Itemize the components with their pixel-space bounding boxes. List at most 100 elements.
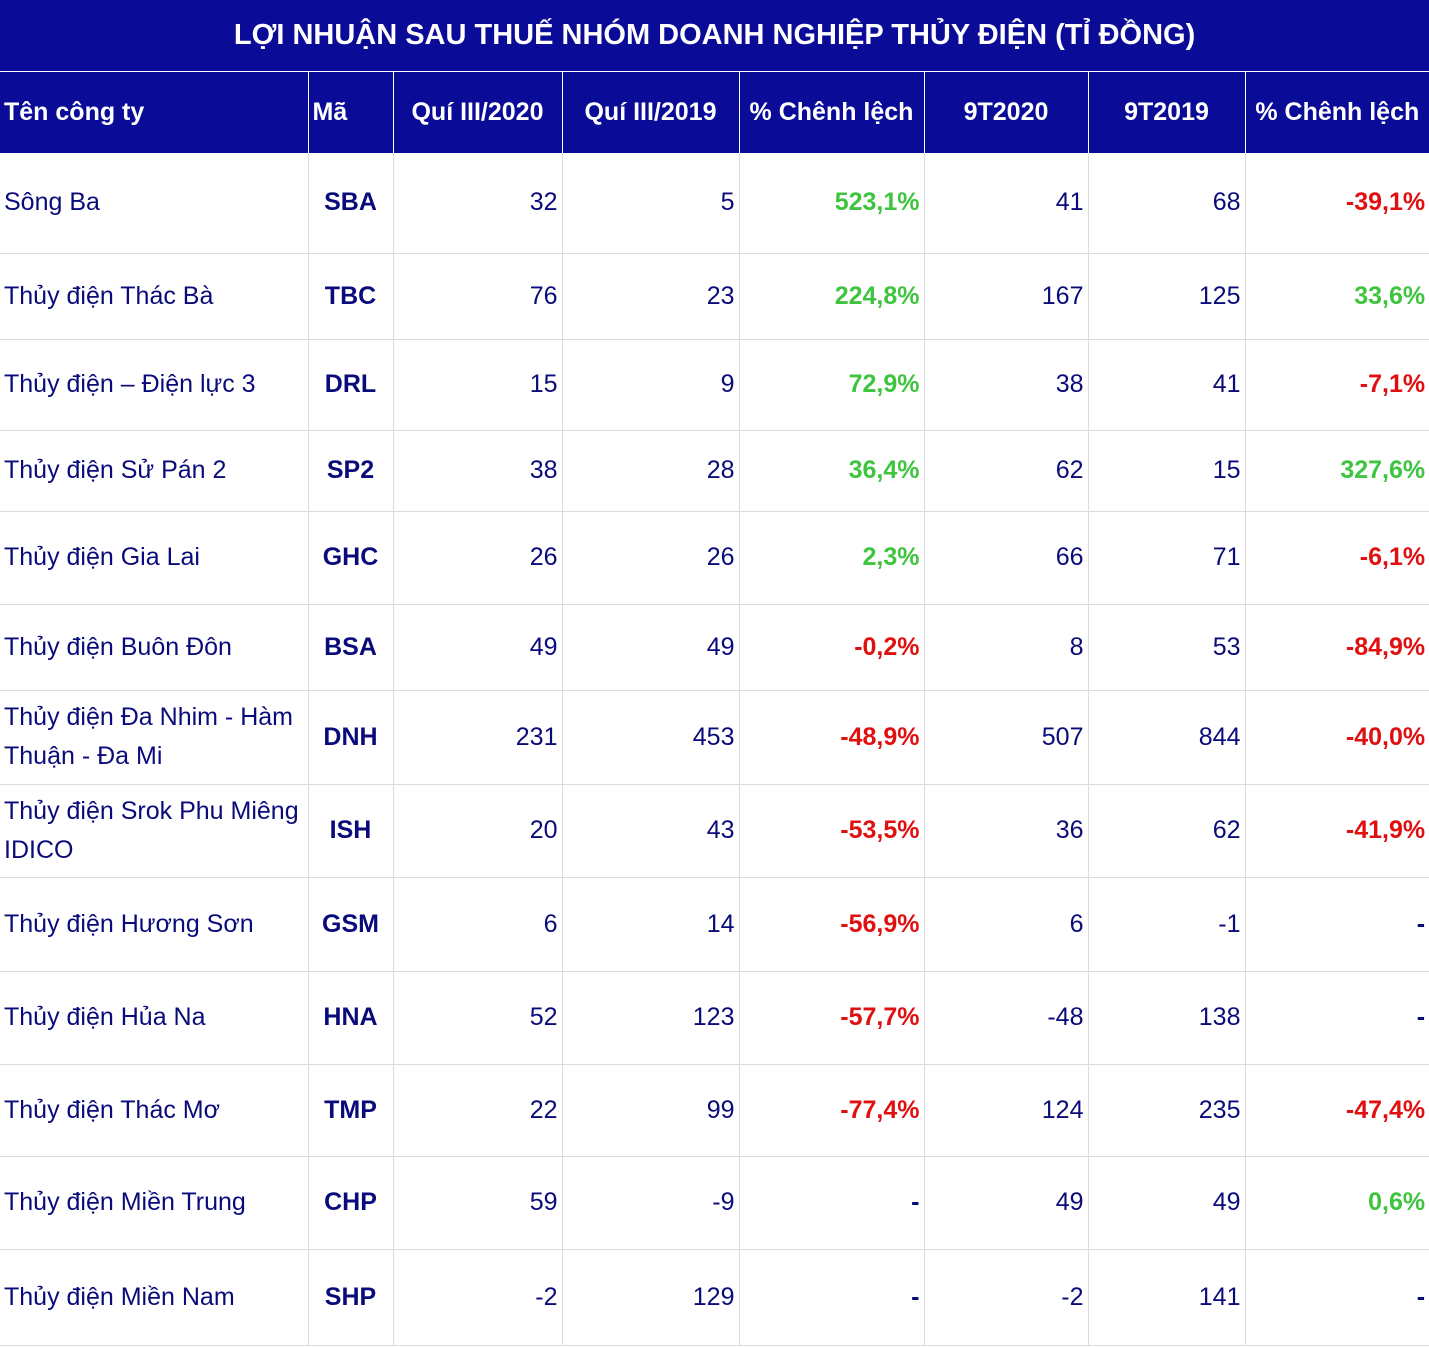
q3-2019-value: 28 <box>561 430 739 512</box>
company-name: Thủy điện Đa Nhim - Hàm Thuận - Đa Mi <box>0 690 308 785</box>
col-header-q3-2019: Quí III/2019 <box>561 71 739 153</box>
9t2020-value: 8 <box>923 604 1088 691</box>
9t2019-value: 62 <box>1087 784 1245 878</box>
company-code: GSM <box>307 877 393 972</box>
q3-2019-value: 129 <box>561 1249 739 1346</box>
9t2020-value: 124 <box>923 1064 1088 1157</box>
9t2019-value: 235 <box>1087 1064 1245 1157</box>
9t-change-value: - <box>1244 1249 1429 1346</box>
table-row: Thủy điện Hủa Na HNA 52 123 -57,7% -48 138- <box>0 971 1429 1065</box>
9t2019-value: 125 <box>1087 253 1245 340</box>
q-change-value: 2,3% <box>738 511 924 605</box>
9t2019-value: 41 <box>1087 339 1245 431</box>
q3-2019-value: 453 <box>561 690 739 785</box>
company-name: Thủy điện Miền Trung <box>0 1156 308 1250</box>
col-header-9t2020: 9T2020 <box>923 71 1088 153</box>
company-code: ISH <box>307 784 393 878</box>
9t2020-value: -48 <box>923 971 1088 1065</box>
company-code: TBC <box>307 253 393 340</box>
company-code: DNH <box>307 690 393 785</box>
company-name: Thủy điện Miền Nam <box>0 1249 308 1346</box>
q-change-value: 224,8% <box>738 253 924 340</box>
9t-change-value: 0,6% <box>1244 1156 1429 1250</box>
q-change-value: -0,2% <box>738 604 924 691</box>
col-header-q-change: % Chênh lệch <box>738 71 924 153</box>
table-row: Thủy điện Thác Mơ TMP 22 99 -77,4% 124 235 -47,… <box>0 1064 1429 1157</box>
table-row: Thủy điện Srok Phu Miêng IDICO ISH 20 43 -53… <box>0 784 1429 878</box>
q3-2019-value: 14 <box>561 877 739 972</box>
table-row: Thủy điện Thác Bà TBC 76 23 224,8% 167 125 33,6… <box>0 253 1429 340</box>
9t-change-value: - <box>1244 971 1429 1065</box>
q3-2020-value: -2 <box>392 1249 562 1346</box>
q3-2019-value: 26 <box>561 511 739 605</box>
9t2020-value: -2 <box>923 1249 1088 1346</box>
col-header-9t-change: % Chênh lệch <box>1244 71 1429 153</box>
q3-2019-value: 49 <box>561 604 739 691</box>
col-header-company: Tên công ty <box>0 71 308 153</box>
col-header-code: Mã <box>307 71 393 153</box>
q3-2019-value: 99 <box>561 1064 739 1157</box>
company-code: SHP <box>307 1249 393 1346</box>
9t2019-value: 68 <box>1087 153 1245 254</box>
q3-2020-value: 49 <box>392 604 562 691</box>
q3-2020-value: 52 <box>392 971 562 1065</box>
9t-change-value: 327,6% <box>1244 430 1429 512</box>
company-code: DRL <box>307 339 393 431</box>
q3-2019-value: 5 <box>561 153 739 254</box>
9t2019-value: 15 <box>1087 430 1245 512</box>
9t2020-value: 66 <box>923 511 1088 605</box>
q3-2020-value: 231 <box>392 690 562 785</box>
company-name: Sông Ba <box>0 153 308 254</box>
q3-2020-value: 6 <box>392 877 562 972</box>
9t2019-value: -1 <box>1087 877 1245 972</box>
9t-change-value: 33,6% <box>1244 253 1429 340</box>
9t2020-value: 36 <box>923 784 1088 878</box>
company-name: Thủy điện Sử Pán 2 <box>0 430 308 512</box>
company-name: Thủy điện Gia Lai <box>0 511 308 605</box>
q3-2020-value: 15 <box>392 339 562 431</box>
q-change-value: 523,1% <box>738 153 924 254</box>
table-row: Thủy điện Buôn Đôn BSA 49 49 -0,2% 8 53 -84,9% <box>0 604 1429 691</box>
9t-change-value: -47,4% <box>1244 1064 1429 1157</box>
q3-2019-value: 123 <box>561 971 739 1065</box>
company-name: Thủy điện – Điện lực 3 <box>0 339 308 431</box>
company-code: BSA <box>307 604 393 691</box>
q-change-value: 36,4% <box>738 430 924 512</box>
9t2019-value: 49 <box>1087 1156 1245 1250</box>
q-change-value: -56,9% <box>738 877 924 972</box>
9t2020-value: 167 <box>923 253 1088 340</box>
q3-2020-value: 22 <box>392 1064 562 1157</box>
company-name: Thủy điện Srok Phu Miêng IDICO <box>0 784 308 878</box>
9t-change-value: -40,0% <box>1244 690 1429 785</box>
company-name: Thủy điện Thác Mơ <box>0 1064 308 1157</box>
q3-2019-value: 23 <box>561 253 739 340</box>
9t-change-value: -39,1% <box>1244 153 1429 254</box>
table-row: Thủy điện Miền Trung CHP 59 -9-49 49 0,6% <box>0 1156 1429 1250</box>
table-row: Thủy điện Hương Sơn GSM 6 14 -56,9% 6 -1- <box>0 877 1429 972</box>
9t2019-value: 141 <box>1087 1249 1245 1346</box>
q3-2020-value: 26 <box>392 511 562 605</box>
table-body: Sông Ba SBA 32 5 523,1% 41 68 -39,1% Thủy điện T… <box>0 153 1429 1346</box>
table-row: Sông Ba SBA 32 5 523,1% 41 68 -39,1% <box>0 153 1429 254</box>
header-row: Tên công ty Mã Quí III/2020 Quí III/2019… <box>0 71 1429 153</box>
table-row: Thủy điện Sử Pán 2 SP2 38 28 36,4% 62 15 327,6% <box>0 430 1429 512</box>
9t2019-value: 138 <box>1087 971 1245 1065</box>
q3-2019-value: -9 <box>561 1156 739 1250</box>
q3-2019-value: 9 <box>561 339 739 431</box>
9t2020-value: 41 <box>923 153 1088 254</box>
9t-change-value: - <box>1244 877 1429 972</box>
q3-2020-value: 32 <box>392 153 562 254</box>
col-header-9t2019: 9T2019 <box>1087 71 1245 153</box>
table-row: Thủy điện Miền Nam SHP -2 129- -2 141- <box>0 1249 1429 1346</box>
9t-change-value: -7,1% <box>1244 339 1429 431</box>
col-header-q3-2020: Quí III/2020 <box>392 71 562 153</box>
9t2020-value: 507 <box>923 690 1088 785</box>
q3-2020-value: 76 <box>392 253 562 340</box>
q-change-value: -77,4% <box>738 1064 924 1157</box>
company-code: GHC <box>307 511 393 605</box>
9t2020-value: 62 <box>923 430 1088 512</box>
9t2020-value: 38 <box>923 339 1088 431</box>
9t2019-value: 53 <box>1087 604 1245 691</box>
table-title: LỢI NHUẬN SAU THUẾ NHÓM DOANH NGHIỆP THỦ… <box>0 0 1429 72</box>
